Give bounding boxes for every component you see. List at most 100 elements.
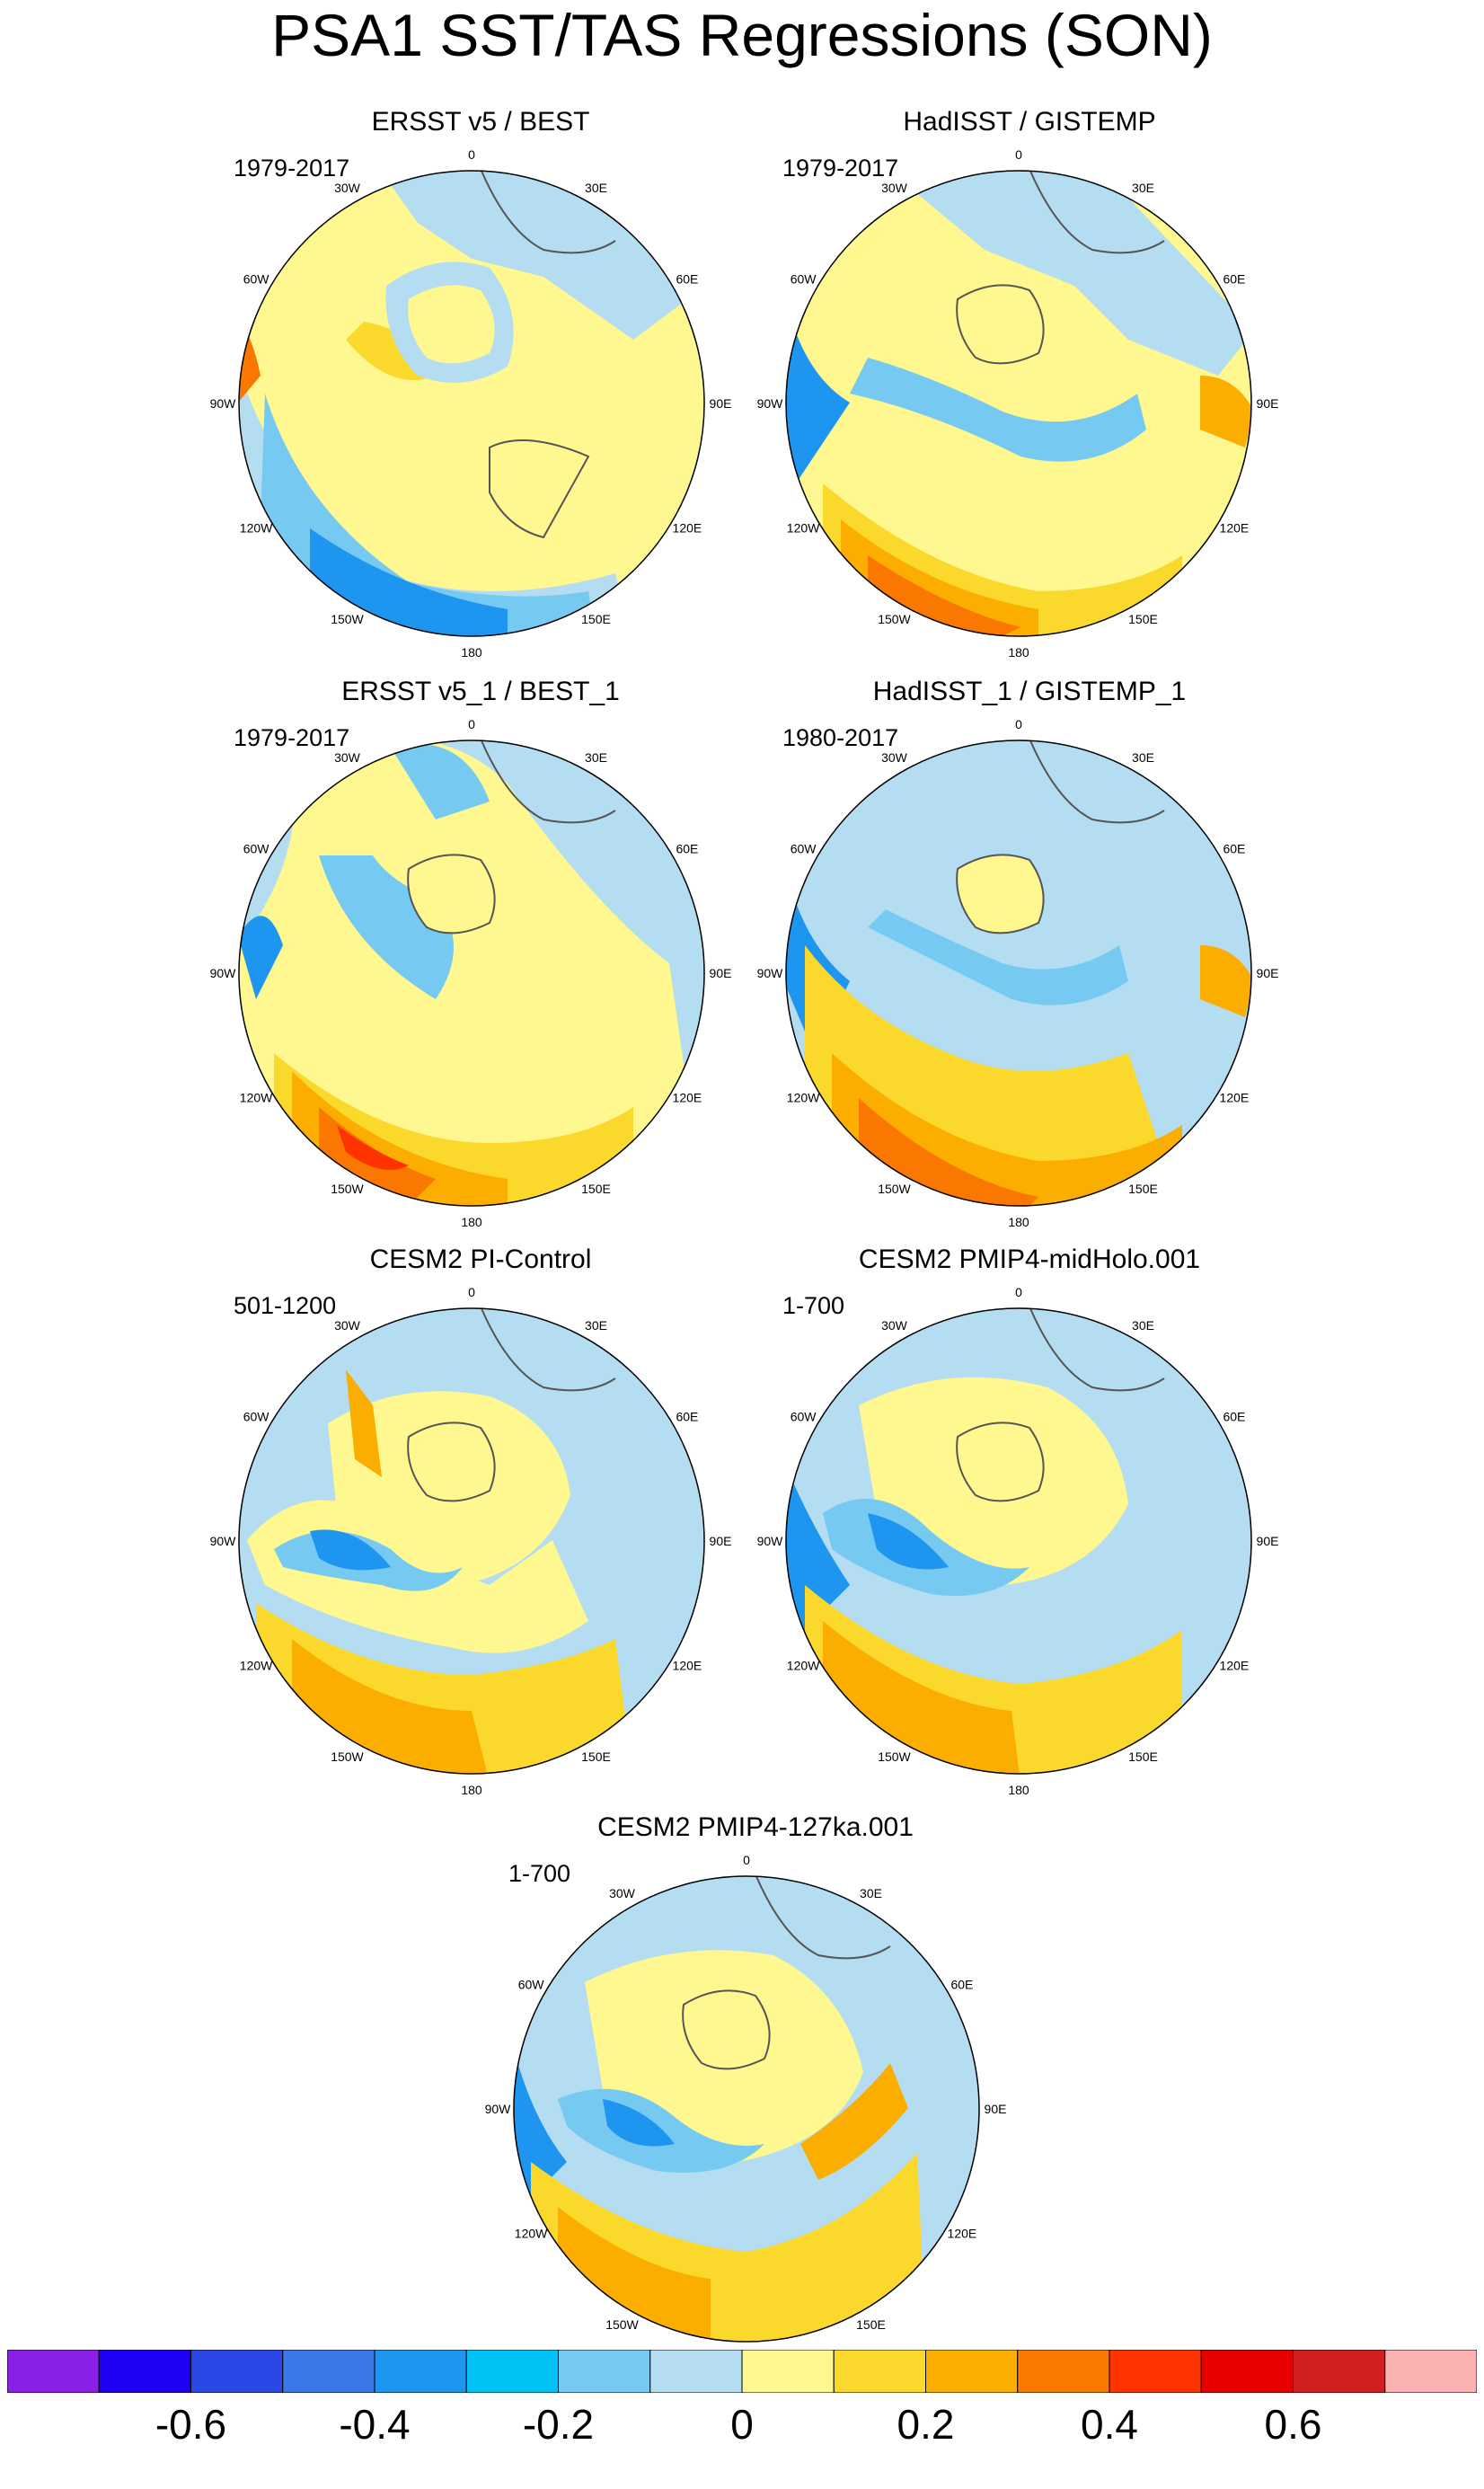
- longitude-label: 120E: [1220, 1091, 1250, 1105]
- longitude-label: 90W: [757, 1534, 784, 1548]
- longitude-label: 120E: [948, 2227, 977, 2241]
- longitude-label: 60W: [791, 842, 817, 856]
- longitude-label: 60W: [518, 1978, 545, 1992]
- period-label: 1-700: [508, 1860, 571, 1887]
- longitude-label: 90W: [210, 966, 237, 980]
- colorbar-box: [465, 2349, 559, 2394]
- longitude-label: 90E: [710, 396, 732, 411]
- longitude-label: 150E: [1128, 612, 1158, 626]
- longitude-label: 150W: [605, 2317, 639, 2332]
- longitude-label: 60E: [676, 272, 698, 287]
- colorbar-box: [190, 2349, 284, 2394]
- longitude-label: 150W: [878, 612, 911, 626]
- longitude-label: 90E: [710, 1534, 732, 1548]
- longitude-label: 90W: [210, 396, 237, 411]
- longitude-label: 30W: [609, 1886, 636, 1900]
- longitude-label: 0: [1015, 1285, 1022, 1299]
- colorbar-box: [1017, 2349, 1110, 2394]
- colorbar-box: [833, 2349, 926, 2394]
- longitude-label: 180: [1008, 645, 1029, 660]
- colorbar-box: [282, 2349, 375, 2394]
- panel-title: CESM2 PMIP4-127ka.001: [597, 1812, 914, 1842]
- longitude-label: 120W: [515, 2227, 548, 2241]
- colorbar-box: [98, 2349, 191, 2394]
- longitude-label: 60W: [243, 272, 270, 287]
- longitude-label: 180: [461, 645, 482, 660]
- longitude-label: 0: [468, 1285, 475, 1299]
- panel-title: HadISST / GISTEMP: [903, 107, 1156, 137]
- map-panel-4: HadISST_1 / GISTEMP_1 1980-2017 0 30E 60E 9…: [715, 676, 1344, 1251]
- longitude-label: 30E: [860, 1886, 882, 1900]
- longitude-label: 60W: [791, 272, 817, 287]
- panel-title: CESM2 PMIP4-midHolo.001: [858, 1244, 1201, 1274]
- longitude-label: 150E: [1128, 1182, 1158, 1196]
- period-label: 1979-2017: [782, 155, 899, 182]
- map-panel-5: CESM2 PI-Control 501-1200 0 30E 60E 90E 120E…: [166, 1244, 795, 1819]
- longitude-label: 90E: [710, 966, 732, 980]
- panel-title: ERSST v5_1 / BEST_1: [341, 677, 620, 706]
- longitude-label: 150W: [878, 1749, 911, 1764]
- longitude-label: 90W: [757, 396, 784, 411]
- longitude-label: 0: [1015, 717, 1022, 731]
- colorbar-box: [925, 2349, 1019, 2394]
- colorbar-tick-label: -0.4: [339, 2401, 411, 2448]
- longitude-label: 150W: [331, 1182, 364, 1196]
- colorbar: [6, 2349, 1478, 2394]
- longitude-label: 150E: [581, 1182, 611, 1196]
- colorbar-tick-label: 0.4: [1081, 2401, 1138, 2448]
- map-panel-2: HadISST / GISTEMP 1979-2017 0 30E 60E 90E 12…: [715, 106, 1344, 681]
- longitude-label: 120E: [673, 521, 702, 536]
- colorbar-tick-label: 0: [730, 2401, 754, 2448]
- colorbar-box: [558, 2349, 651, 2394]
- longitude-label: 30W: [334, 1318, 361, 1333]
- longitude-label: 30W: [334, 181, 361, 195]
- period-label: 1979-2017: [234, 724, 350, 751]
- longitude-label: 60E: [950, 1978, 973, 1992]
- colorbar-tick-label: 0.6: [1264, 2401, 1322, 2448]
- longitude-label: 150E: [581, 612, 611, 626]
- longitude-label: 0: [743, 1853, 750, 1867]
- longitude-label: 90W: [757, 966, 784, 980]
- panel-title: CESM2 PI-Control: [369, 1244, 592, 1274]
- panel-title: ERSST v5 / BEST: [371, 107, 590, 137]
- longitude-label: 30E: [585, 1318, 607, 1333]
- longitude-label: 120E: [1220, 521, 1250, 536]
- longitude-label: 90E: [1257, 1534, 1279, 1548]
- longitude-label: 180: [461, 1215, 482, 1229]
- period-label: 1979-2017: [234, 155, 350, 182]
- longitude-label: 120E: [673, 1091, 702, 1105]
- longitude-label: 60W: [243, 1410, 270, 1424]
- colorbar-box: [1200, 2349, 1294, 2394]
- longitude-label: 150E: [581, 1749, 611, 1764]
- longitude-label: 60W: [791, 1410, 817, 1424]
- longitude-label: 0: [468, 717, 475, 731]
- longitude-label: 90W: [210, 1534, 237, 1548]
- polar-map: 0 30E 60E 90E 120E 150E 180 150W 120W 90W 60W 30W: [210, 717, 732, 1229]
- longitude-label: 60E: [676, 1410, 698, 1424]
- longitude-label: 120W: [240, 521, 273, 536]
- longitude-label: 0: [468, 147, 475, 162]
- period-label: 1980-2017: [782, 724, 899, 751]
- colorbar-box: [6, 2349, 100, 2394]
- longitude-label: 60W: [243, 842, 270, 856]
- map-panel-3: ERSST v5_1 / BEST_1 1979-2017 0 30E 60E 90E…: [166, 676, 795, 1251]
- longitude-label: 120W: [240, 1091, 273, 1105]
- longitude-label: 90E: [1257, 396, 1279, 411]
- colorbar-box: [649, 2349, 743, 2394]
- map-panel-7: CESM2 PMIP4-127ka.001 1-700 0 30E 60E 90E 12…: [441, 1811, 1070, 2387]
- colorbar-tick-label: -0.2: [522, 2401, 595, 2448]
- longitude-label: 120W: [787, 1659, 820, 1673]
- colorbar-tick-label: -0.6: [155, 2401, 227, 2448]
- polar-map: 0 30E 60E 90E 120E 150E 180 150W 120W 90W 60W 30W: [210, 1285, 732, 1797]
- longitude-label: 30W: [334, 750, 361, 765]
- polar-map: 0 30E 60E 90E 120E 150E 180 150W 120W 90W 60W 30W: [757, 717, 1279, 1229]
- period-label: 501-1200: [234, 1292, 337, 1319]
- longitude-label: 150W: [331, 612, 364, 626]
- longitude-label: 180: [461, 1783, 482, 1797]
- longitude-label: 30E: [585, 181, 607, 195]
- longitude-label: 30W: [881, 750, 908, 765]
- map-panel-1: ERSST v5 / BEST 1979-2017 0 30E 60E 90E 120E…: [166, 106, 795, 681]
- polar-map: 0 30E 60E 90E 120E 150E 180 150W 120W 90W 60W 30W: [210, 147, 732, 660]
- colorbar-box: [1293, 2349, 1386, 2394]
- figure-title: PSA1 SST/TAS Regressions (SON): [271, 2, 1213, 68]
